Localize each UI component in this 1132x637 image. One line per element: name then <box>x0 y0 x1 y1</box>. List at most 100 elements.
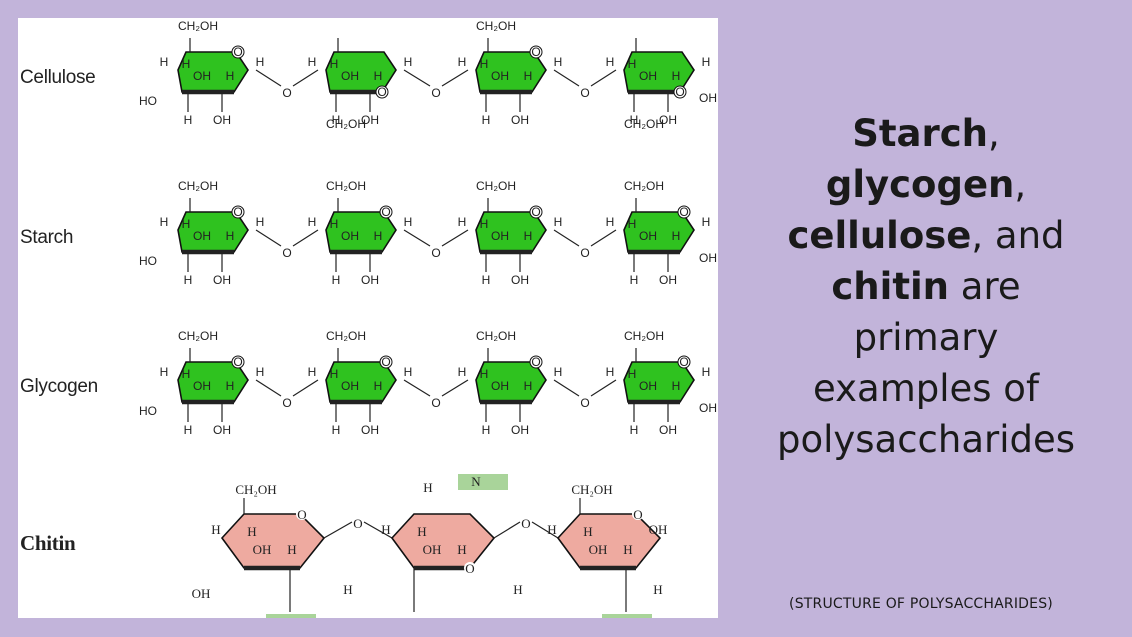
row-label-glycogen: Glycogen <box>20 376 98 397</box>
glycogen-ch2oh-label: CH₂OH <box>624 329 664 343</box>
cellulose-h-label: H <box>554 55 563 69</box>
chitin-glycosidic-bond <box>363 521 393 539</box>
glycogen-glycosidic-bond <box>441 379 469 397</box>
chitin-oh-label: OH <box>589 542 608 557</box>
chitin-bridge-oxygen-label: O <box>521 516 530 531</box>
chitin-h-label: H <box>381 522 390 537</box>
starch-glycosidic-bond <box>292 229 319 247</box>
chitin-h-end-label: H <box>653 582 662 597</box>
glycogen-h-label: H <box>160 365 169 379</box>
chitin-ring-oxygen-label: O <box>633 507 642 522</box>
chitin-oh-label: OH <box>423 542 442 557</box>
glycogen-ring-oxygen-label: O <box>679 355 688 369</box>
chitin-oh-start-label: OH <box>192 586 211 601</box>
row-label-chitin: Chitin <box>20 531 76 555</box>
glycogen-bridge-oxygen-label: O <box>431 396 440 410</box>
cellulose-oh-end-label: OH <box>699 91 717 105</box>
glycogen-bridge-oxygen <box>281 396 293 408</box>
cellulose-h-label: H <box>374 69 383 83</box>
starch-oh-label: OH <box>491 229 509 243</box>
cellulose-bridge-oxygen <box>430 86 442 98</box>
glycogen-oh-label: OH <box>511 423 529 437</box>
starch-oh-label: OH <box>659 273 677 287</box>
chitin-ring-1 <box>390 513 496 569</box>
cellulose-ring-oxygen-label: O <box>377 85 386 99</box>
starch-ring-oxygen-label: O <box>233 205 242 219</box>
cellulose-ring-oxygen-0 <box>231 45 245 59</box>
cellulose-h-label: H <box>630 113 639 127</box>
polysaccharide-structure-figure: O CH₂OH OH H H H H OH H O O CH₂OH OH H H H H OH H O O CH₂OH OH… <box>18 18 718 618</box>
starch-ring-oxygen-3 <box>677 205 691 219</box>
starch-ring-oxygen-label: O <box>531 205 540 219</box>
cellulose-oh-label: OH <box>639 69 657 83</box>
glycogen-oh-label: OH <box>213 423 231 437</box>
chitin-glycosidic-bond <box>531 521 559 539</box>
glycogen-glycosidic-bond <box>292 379 319 397</box>
cellulose-h-label: H <box>226 69 235 83</box>
chitin-ring-oxygen-label: O <box>465 561 474 576</box>
starch-bridge-oxygen <box>281 246 293 258</box>
starch-ring-oxygen-label: O <box>679 205 688 219</box>
cellulose-bridge-oxygen-label: O <box>431 86 440 100</box>
glycogen-ring-oxygen-label: O <box>531 355 540 369</box>
chitin-h-label: H <box>513 582 522 597</box>
cellulose-h-label: H <box>702 55 711 69</box>
cellulose-h-label: H <box>458 55 467 69</box>
starch-h-label: H <box>480 217 489 231</box>
glycogen-ring-oxygen-label: O <box>381 355 390 369</box>
starch-h-label: H <box>404 215 413 229</box>
headline-comma-1: , <box>988 112 1000 155</box>
chitin-ring-oxygen <box>632 508 644 520</box>
cellulose-bridge-oxygen <box>281 86 293 98</box>
glycogen-ring-oxygen-label: O <box>233 355 242 369</box>
glycogen-h-label: H <box>256 365 265 379</box>
cellulose-h-label: H <box>524 69 533 83</box>
starch-h-label: H <box>554 215 563 229</box>
glycogen-h-label: H <box>630 423 639 437</box>
chitin-h-label: H <box>211 522 220 537</box>
amine-box <box>458 474 508 490</box>
glycogen-h-label: H <box>330 367 339 381</box>
cellulose-h-label: H <box>182 57 191 71</box>
glycogen-bridge-oxygen <box>430 396 442 408</box>
starch-h-label: H <box>606 215 615 229</box>
cellulose-glycosidic-bond <box>255 69 282 87</box>
glycogen-oh-label: OH <box>361 423 379 437</box>
cellulose-bridge-oxygen <box>579 86 591 98</box>
starch-h-label: H <box>524 229 533 243</box>
starch-oh-label: OH <box>639 229 657 243</box>
row-label-cellulose: Cellulose <box>20 67 96 88</box>
glycogen-h-label: H <box>672 379 681 393</box>
cellulose-ring-oxygen-3 <box>673 85 687 99</box>
cellulose-bridge-oxygen-label: O <box>580 86 589 100</box>
glycogen-bridge-oxygen-label: O <box>282 396 291 410</box>
headline-are: are <box>949 265 1021 308</box>
starch-h-label: H <box>374 229 383 243</box>
starch-h-label: H <box>226 229 235 243</box>
glycogen-h-label: H <box>374 379 383 393</box>
cellulose-glycosidic-bond <box>292 69 319 87</box>
headline-text: Starch, glycogen, cellulose, and chitin … <box>740 108 1112 465</box>
starch-oh-label: OH <box>361 273 379 287</box>
glycogen-h-label: H <box>628 367 637 381</box>
glycogen-glycosidic-bond <box>403 379 431 397</box>
glycogen-h-label: H <box>480 367 489 381</box>
starch-h-label: H <box>330 217 339 231</box>
glycogen-oh-label: OH <box>659 423 677 437</box>
glycogen-glycosidic-bond <box>255 379 282 397</box>
glycogen-oh-label: OH <box>341 379 359 393</box>
starch-ring-oxygen-0 <box>231 205 245 219</box>
chitin-glycosidic-bond <box>493 521 521 539</box>
starch-h-label: H <box>184 273 193 287</box>
glycogen-h-label: H <box>606 365 615 379</box>
glycogen-h-label: H <box>458 365 467 379</box>
chitin-ch2oh-label: CH₂OH <box>571 482 612 497</box>
chitin-glycosidic-bond <box>323 521 353 539</box>
glycogen-bridge-oxygen <box>579 396 591 408</box>
starch-h-label: H <box>458 215 467 229</box>
starch-oh-label: OH <box>341 229 359 243</box>
cellulose-ring-oxygen-2 <box>529 45 543 59</box>
cellulose-ring-oxygen-label: O <box>675 85 684 99</box>
glycogen-h-label: H <box>702 365 711 379</box>
